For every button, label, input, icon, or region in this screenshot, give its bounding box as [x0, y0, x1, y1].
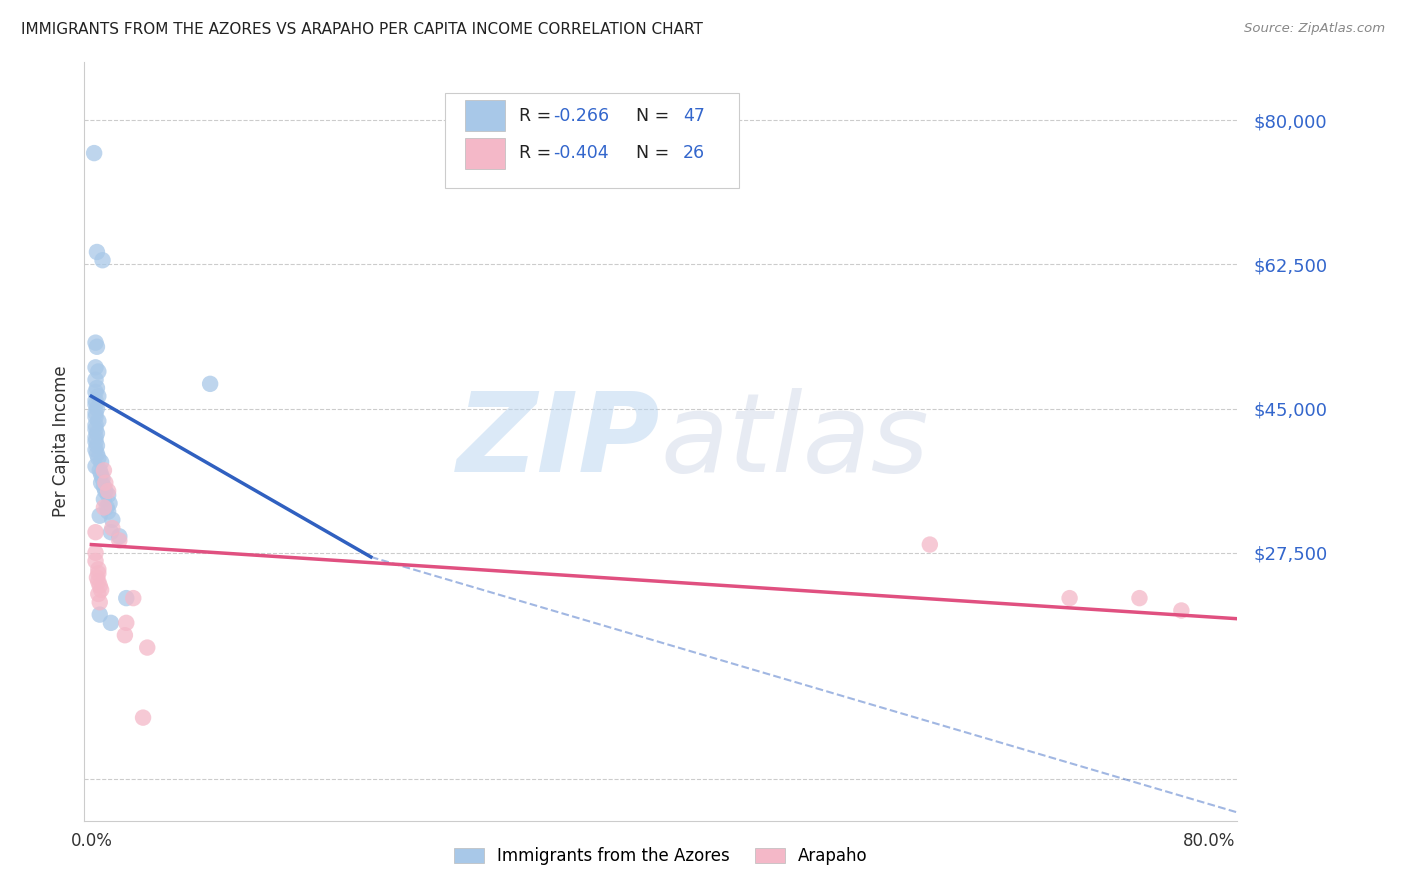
Point	[90, 475, 112, 490]
Point	[84, 373, 107, 387]
Point	[86, 447, 108, 461]
Point	[90, 582, 112, 597]
Point	[97, 505, 120, 519]
Point	[98, 496, 121, 510]
Point	[1170, 603, 1192, 617]
Point	[114, 628, 136, 642]
Point	[86, 401, 108, 416]
Legend: Immigrants from the Azores, Arapaho: Immigrants from the Azores, Arapaho	[454, 847, 868, 865]
Point	[87, 587, 110, 601]
Point	[84, 434, 107, 449]
Point	[100, 615, 122, 630]
Point	[86, 426, 108, 441]
Point	[91, 472, 114, 486]
Text: R =: R =	[519, 145, 557, 162]
Point	[108, 533, 131, 548]
Text: atlas: atlas	[661, 388, 929, 495]
Point	[84, 442, 107, 457]
Text: N =: N =	[626, 145, 675, 162]
Point	[87, 414, 110, 428]
Point	[89, 579, 111, 593]
Point	[97, 488, 120, 502]
Point	[86, 570, 108, 584]
Point	[89, 607, 111, 622]
Point	[1059, 591, 1081, 606]
Point	[84, 397, 107, 411]
Point	[93, 480, 115, 494]
Point	[86, 381, 108, 395]
Point	[93, 492, 115, 507]
Text: N =: N =	[626, 106, 675, 125]
Point	[93, 463, 115, 477]
Text: -0.266: -0.266	[554, 106, 610, 125]
Point	[84, 430, 107, 444]
Point	[87, 566, 110, 581]
Point	[89, 508, 111, 523]
Point	[86, 439, 108, 453]
Point	[97, 483, 120, 498]
Point	[84, 525, 107, 540]
Point	[84, 360, 107, 375]
Point	[86, 340, 108, 354]
Point	[87, 574, 110, 589]
Point	[94, 483, 117, 498]
Point	[84, 409, 107, 424]
Point	[89, 463, 111, 477]
Text: 47: 47	[683, 106, 704, 125]
Point	[132, 711, 155, 725]
Point	[87, 562, 110, 576]
Point	[84, 546, 107, 560]
Point	[90, 455, 112, 469]
Point	[100, 525, 122, 540]
Text: R =: R =	[519, 106, 557, 125]
FancyBboxPatch shape	[446, 93, 740, 187]
Point	[86, 244, 108, 259]
Text: 26: 26	[683, 145, 704, 162]
Point	[83, 146, 105, 161]
Point	[87, 364, 110, 378]
Point	[115, 615, 138, 630]
Point	[84, 385, 107, 400]
Text: Source: ZipAtlas.com: Source: ZipAtlas.com	[1244, 22, 1385, 36]
Point	[93, 500, 115, 515]
Point	[115, 591, 138, 606]
Point	[87, 389, 110, 403]
Point	[96, 500, 118, 515]
Y-axis label: Per Capita Income: Per Capita Income	[52, 366, 70, 517]
Point	[87, 450, 110, 465]
Point	[84, 554, 107, 568]
Point	[136, 640, 159, 655]
Point	[91, 253, 114, 268]
Point	[84, 335, 107, 350]
Text: IMMIGRANTS FROM THE AZORES VS ARAPAHO PER CAPITA INCOME CORRELATION CHART: IMMIGRANTS FROM THE AZORES VS ARAPAHO PE…	[21, 22, 703, 37]
FancyBboxPatch shape	[465, 100, 505, 131]
Point	[84, 393, 107, 408]
Text: ZIP: ZIP	[457, 388, 661, 495]
Point	[918, 537, 941, 551]
Point	[84, 418, 107, 433]
Point	[198, 376, 221, 391]
Point	[101, 521, 124, 535]
Point	[84, 422, 107, 436]
Text: -0.404: -0.404	[554, 145, 609, 162]
Point	[90, 467, 112, 482]
Point	[122, 591, 145, 606]
Point	[1128, 591, 1150, 606]
Point	[94, 475, 117, 490]
Point	[89, 595, 111, 609]
Point	[108, 529, 131, 543]
FancyBboxPatch shape	[465, 137, 505, 169]
Point	[84, 459, 107, 474]
Point	[101, 513, 124, 527]
Point	[84, 406, 107, 420]
